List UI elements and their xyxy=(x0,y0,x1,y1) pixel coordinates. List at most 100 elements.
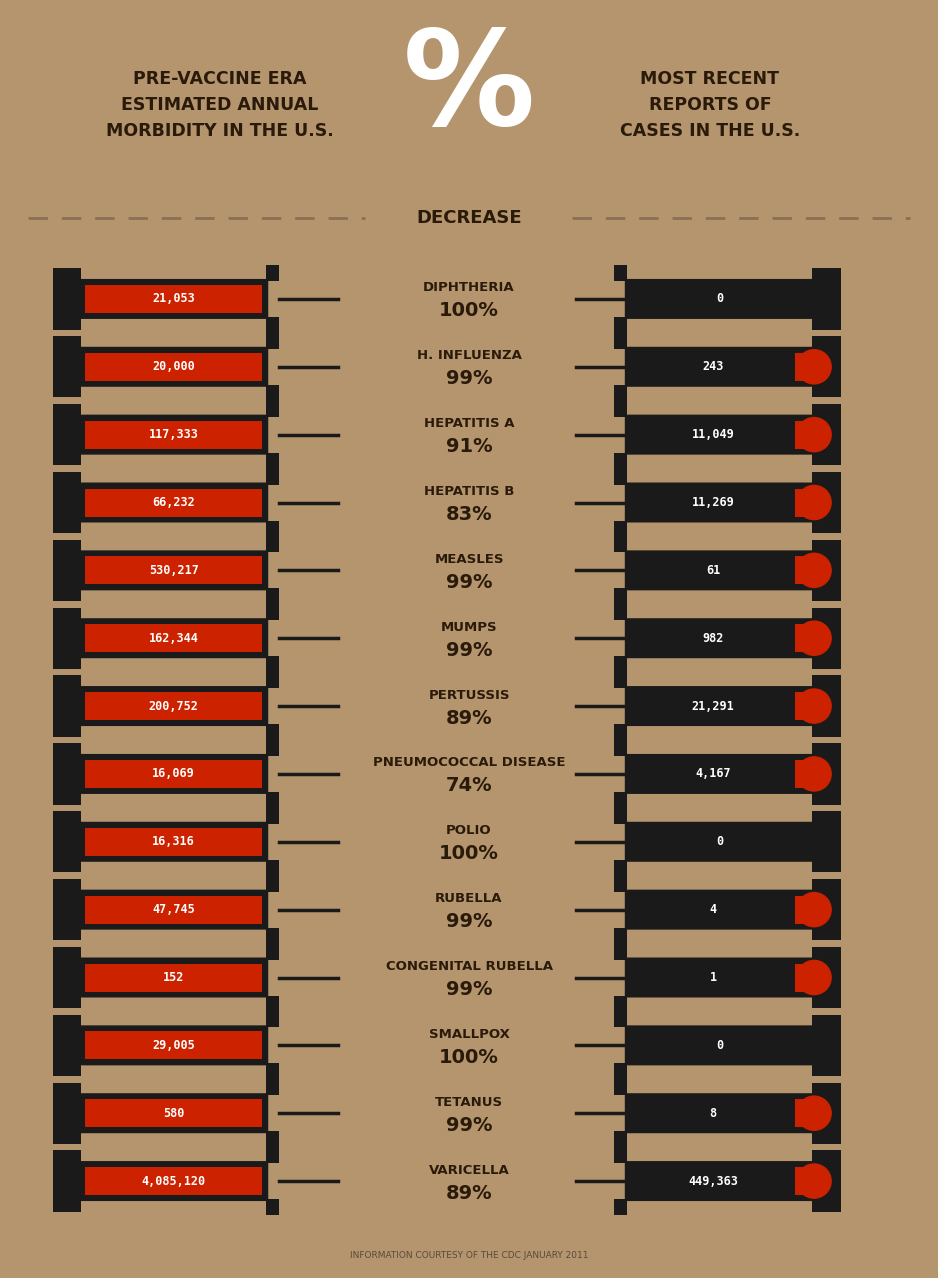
Text: CONGENITAL RUBELLA: CONGENITAL RUBELLA xyxy=(386,960,552,973)
Text: 83%: 83% xyxy=(446,505,492,524)
Bar xyxy=(630,760,808,789)
Bar xyxy=(85,420,263,449)
Text: 20,000: 20,000 xyxy=(152,360,195,373)
Bar xyxy=(614,520,627,537)
Text: 117,333: 117,333 xyxy=(149,428,199,441)
Text: 91%: 91% xyxy=(446,437,492,456)
Bar xyxy=(53,879,81,941)
FancyBboxPatch shape xyxy=(79,279,268,320)
Bar xyxy=(53,472,81,533)
Bar xyxy=(266,1146,280,1163)
FancyBboxPatch shape xyxy=(79,1162,268,1201)
Bar xyxy=(614,265,627,281)
Bar xyxy=(85,896,263,924)
Bar xyxy=(614,604,627,620)
Bar xyxy=(85,556,263,584)
Text: 74%: 74% xyxy=(446,777,492,795)
Text: INFORMATION COURTESY OF THE CDC JANUARY 2011: INFORMATION COURTESY OF THE CDC JANUARY … xyxy=(350,1250,588,1260)
Bar xyxy=(266,808,280,824)
Circle shape xyxy=(797,689,831,723)
Bar xyxy=(53,336,81,397)
Bar xyxy=(85,1099,263,1127)
Circle shape xyxy=(797,960,831,994)
Text: PRE-VACCINE ERA
ESTIMATED ANNUAL
MORBIDITY IN THE U.S.: PRE-VACCINE ERA ESTIMATED ANNUAL MORBIDI… xyxy=(106,69,334,141)
Text: 530,217: 530,217 xyxy=(149,564,199,576)
FancyBboxPatch shape xyxy=(625,483,814,523)
Bar xyxy=(614,943,627,960)
Text: 243: 243 xyxy=(703,360,724,373)
Bar xyxy=(85,488,263,516)
Text: 982: 982 xyxy=(703,631,724,644)
Bar xyxy=(812,879,840,941)
Bar xyxy=(614,332,627,349)
Bar xyxy=(85,760,263,789)
Text: 0: 0 xyxy=(716,836,723,849)
Bar xyxy=(630,828,808,856)
Bar xyxy=(266,385,280,401)
Text: MUMPS: MUMPS xyxy=(441,621,497,634)
Bar xyxy=(266,332,280,349)
FancyBboxPatch shape xyxy=(625,822,814,861)
Text: 0: 0 xyxy=(716,293,723,305)
Bar xyxy=(53,947,81,1008)
Bar xyxy=(795,896,808,924)
Bar xyxy=(630,353,808,381)
Text: VARICELLA: VARICELLA xyxy=(429,1163,509,1177)
Bar xyxy=(85,964,263,992)
Bar xyxy=(614,996,627,1012)
Bar xyxy=(266,468,280,484)
Bar xyxy=(630,1099,808,1127)
Bar xyxy=(614,672,627,688)
Text: 99%: 99% xyxy=(446,912,492,932)
Circle shape xyxy=(797,1164,831,1199)
Bar xyxy=(614,1131,627,1148)
Bar xyxy=(614,400,627,417)
Bar xyxy=(812,404,840,465)
Text: PERTUSSIS: PERTUSSIS xyxy=(429,689,509,702)
Circle shape xyxy=(797,621,831,656)
Circle shape xyxy=(797,1097,831,1130)
Bar xyxy=(614,725,627,740)
Bar xyxy=(266,656,280,672)
FancyBboxPatch shape xyxy=(79,414,268,455)
FancyBboxPatch shape xyxy=(625,346,814,387)
Text: 100%: 100% xyxy=(439,845,499,863)
Bar xyxy=(614,656,627,672)
Bar xyxy=(614,808,627,824)
Bar xyxy=(812,472,840,533)
Circle shape xyxy=(797,757,831,791)
Bar xyxy=(85,1031,263,1059)
Text: TETANUS: TETANUS xyxy=(435,1095,503,1109)
Text: SMALLPOX: SMALLPOX xyxy=(429,1028,509,1040)
Bar xyxy=(53,268,81,330)
Bar xyxy=(812,1015,840,1076)
Bar xyxy=(812,744,840,805)
Text: MOST RECENT
REPORTS OF
CASES IN THE U.S.: MOST RECENT REPORTS OF CASES IN THE U.S. xyxy=(620,69,800,141)
FancyBboxPatch shape xyxy=(625,957,814,998)
Bar xyxy=(266,265,280,281)
Bar xyxy=(795,760,808,789)
Bar xyxy=(812,539,840,601)
Bar xyxy=(614,537,627,552)
Bar xyxy=(795,420,808,449)
Bar xyxy=(266,537,280,552)
Bar xyxy=(795,624,808,652)
Bar xyxy=(266,604,280,620)
Bar xyxy=(614,468,627,484)
Bar xyxy=(795,488,808,516)
Text: MEASLES: MEASLES xyxy=(434,553,504,566)
Bar xyxy=(812,607,840,668)
Bar xyxy=(614,1079,627,1095)
Bar xyxy=(85,693,263,720)
Text: H. INFLUENZA: H. INFLUENZA xyxy=(416,349,522,362)
Bar xyxy=(266,317,280,334)
Text: 152: 152 xyxy=(163,971,184,984)
Circle shape xyxy=(797,553,831,588)
FancyBboxPatch shape xyxy=(79,822,268,861)
Text: POLIO: POLIO xyxy=(446,824,492,837)
Text: 449,363: 449,363 xyxy=(688,1174,738,1187)
Bar xyxy=(266,928,280,944)
Text: %: % xyxy=(402,24,536,152)
Bar xyxy=(614,452,627,469)
Bar xyxy=(53,676,81,736)
